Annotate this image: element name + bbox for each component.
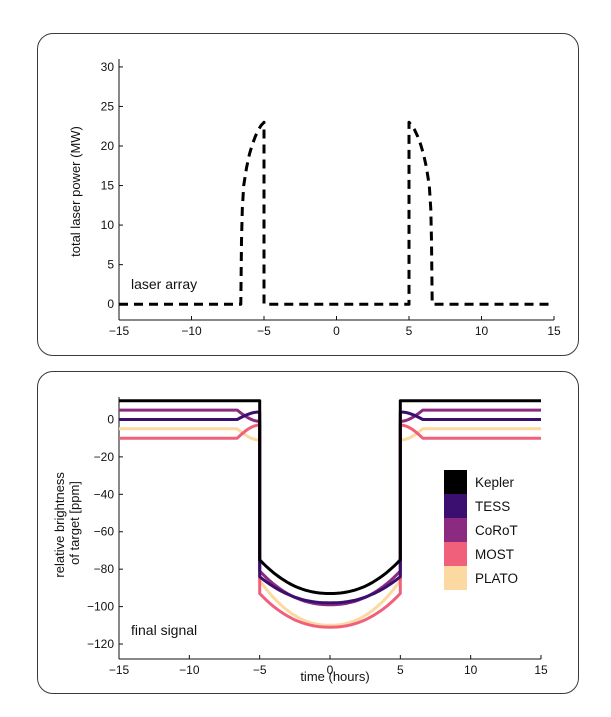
- top-x-tick-label: 15: [547, 324, 561, 338]
- bottom-y-tick-label: −100: [87, 600, 114, 614]
- bottom-y-tick-label: −20: [94, 450, 115, 464]
- top-x-tick-label: −10: [181, 324, 202, 338]
- legend-label-kepler: Kepler: [475, 475, 515, 490]
- bottom-y-tick-label: −60: [94, 525, 115, 539]
- bottom-y-axis-title: relative brightness of target [ppm]: [52, 468, 82, 577]
- bottom-x-tick-label: 10: [464, 663, 478, 677]
- top-x-tick-label: 10: [475, 324, 489, 338]
- laser-array-label: laser array: [131, 276, 197, 292]
- top-y-tick-label: 5: [107, 258, 114, 272]
- legend: Kepler TESS CoRoT MOST PLATO: [444, 470, 518, 590]
- top-x-tick-label: 5: [406, 324, 413, 338]
- legend-swatch-corot: [444, 518, 467, 542]
- laser-power-line: [119, 120, 554, 306]
- legend-label-tess: TESS: [475, 499, 510, 514]
- laser-power-chart: 0 5 10 15 20 25 30 −15 −10 −5 0 5 10 15 total laser p…: [68, 59, 561, 338]
- legend-swatch-kepler: [444, 470, 467, 494]
- top-y-tick-label: 30: [101, 60, 115, 74]
- top-y-tick-label: 10: [101, 218, 115, 232]
- bottom-x-axis-title: time (hours): [300, 669, 369, 684]
- top-ticks: 0 5 10 15 20 25 30 −15 −10 −5 0 5 10 15: [101, 60, 561, 338]
- legend-swatch-plato: [444, 566, 467, 590]
- legend-label-corot: CoRoT: [475, 523, 518, 538]
- legend-swatch-most: [444, 542, 467, 566]
- final-signal-label: final signal: [131, 622, 197, 638]
- laser-array-panel: 0 5 10 15 20 25 30 −15 −10 −5 0 5 10 15 total laser p…: [37, 33, 579, 356]
- bottom-y-axis-title-line-1: relative brightness: [52, 472, 67, 578]
- bottom-y-tick-label: −80: [94, 562, 115, 576]
- bottom-ticks: 0 −20 −40 −60 −80 −100 −120 −15 −10 −5 0 5 10 15: [87, 412, 548, 677]
- legend-label-plato: PLATO: [475, 571, 518, 586]
- top-y-axis-title: total laser power (MW): [68, 126, 83, 257]
- bottom-x-tick-label: 15: [534, 663, 548, 677]
- series-line-kepler: [119, 399, 541, 595]
- bottom-series: [119, 399, 541, 629]
- legend-swatch-tess: [444, 494, 467, 518]
- bottom-y-tick-label: 0: [107, 412, 114, 426]
- bottom-x-tick-label: 5: [397, 663, 404, 677]
- top-x-tick-label: −15: [109, 324, 130, 338]
- bottom-y-tick-label: −120: [87, 637, 114, 651]
- top-y-tick-label: 15: [101, 179, 115, 193]
- top-y-tick-label: 0: [107, 297, 114, 311]
- bottom-x-tick-label: −10: [179, 663, 200, 677]
- legend-label-most: MOST: [475, 547, 514, 562]
- top-y-tick-label: 25: [101, 99, 115, 113]
- top-series: [119, 120, 554, 306]
- bottom-x-tick-label: −15: [109, 663, 130, 677]
- series-line-tess: [119, 410, 541, 605]
- bottom-y-axis-title-line-2: of target [ppm]: [67, 481, 82, 565]
- bottom-x-tick-label: 0: [327, 663, 334, 677]
- final-signal-chart: 0 −20 −40 −60 −80 −100 −120 −15 −10 −5 0 5 10 15 rela…: [52, 397, 548, 684]
- bottom-x-tick-label: −5: [253, 663, 267, 677]
- top-y-tick-label: 20: [101, 139, 115, 153]
- top-x-tick-label: 0: [333, 324, 340, 338]
- series-line-most: [119, 423, 541, 629]
- bottom-y-tick-label: −40: [94, 487, 115, 501]
- top-x-tick-label: −5: [257, 324, 271, 338]
- final-signal-panel: 0 −20 −40 −60 −80 −100 −120 −15 −10 −5 0 5 10 15 rela…: [37, 371, 579, 694]
